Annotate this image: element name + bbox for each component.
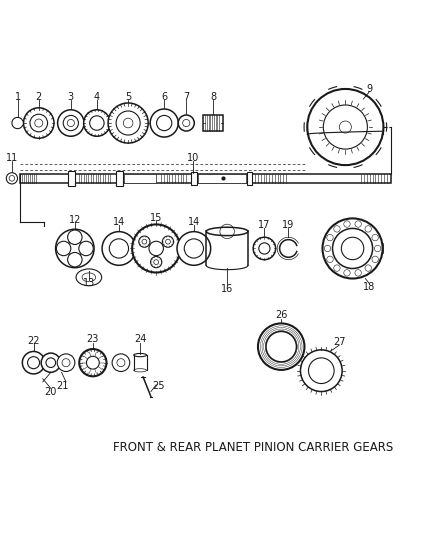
Circle shape: [6, 173, 18, 184]
Text: 21: 21: [57, 381, 69, 391]
Bar: [68, 171, 75, 185]
Circle shape: [372, 256, 378, 263]
Circle shape: [84, 110, 110, 136]
Circle shape: [374, 245, 381, 252]
Circle shape: [112, 354, 130, 372]
Text: 12: 12: [69, 215, 81, 224]
Text: 11: 11: [6, 154, 18, 163]
Circle shape: [307, 89, 383, 165]
Text: 3: 3: [68, 92, 74, 102]
Circle shape: [178, 115, 194, 131]
Text: 1: 1: [14, 92, 21, 102]
Text: 19: 19: [283, 220, 295, 230]
Text: 24: 24: [134, 334, 146, 344]
Circle shape: [365, 225, 371, 232]
Circle shape: [41, 353, 60, 373]
Text: 13: 13: [83, 278, 95, 287]
Circle shape: [344, 270, 350, 276]
Circle shape: [22, 351, 45, 374]
Circle shape: [327, 235, 333, 241]
Circle shape: [177, 232, 211, 265]
Circle shape: [24, 108, 54, 138]
Text: 14: 14: [188, 217, 200, 228]
Text: 22: 22: [27, 336, 40, 345]
Circle shape: [150, 109, 178, 137]
Text: 15: 15: [150, 213, 162, 223]
Text: 10: 10: [187, 154, 199, 163]
Circle shape: [139, 236, 150, 247]
Circle shape: [132, 224, 180, 272]
Text: 20: 20: [45, 386, 57, 397]
Bar: [191, 172, 197, 185]
Circle shape: [58, 110, 84, 136]
Text: 18: 18: [363, 281, 375, 292]
Circle shape: [67, 253, 82, 267]
Text: 6: 6: [161, 92, 167, 102]
Text: 17: 17: [258, 220, 271, 230]
Circle shape: [334, 225, 340, 232]
Circle shape: [108, 103, 148, 143]
Circle shape: [372, 235, 378, 241]
Text: 7: 7: [183, 92, 189, 102]
Circle shape: [355, 270, 361, 276]
Circle shape: [253, 237, 276, 260]
Text: 9: 9: [366, 84, 372, 94]
Text: 8: 8: [210, 92, 216, 102]
Text: 26: 26: [275, 310, 287, 320]
Bar: [198, 174, 246, 183]
Circle shape: [151, 256, 162, 268]
Circle shape: [344, 221, 350, 227]
Bar: [247, 172, 252, 185]
Circle shape: [300, 350, 342, 392]
Ellipse shape: [134, 353, 147, 357]
Circle shape: [67, 230, 82, 245]
Text: 5: 5: [125, 92, 131, 102]
Circle shape: [102, 232, 136, 265]
Circle shape: [327, 256, 333, 263]
Circle shape: [79, 349, 106, 376]
Text: 16: 16: [221, 284, 233, 294]
Circle shape: [258, 324, 304, 370]
Text: 23: 23: [87, 334, 99, 344]
Bar: [124, 174, 156, 183]
Text: 14: 14: [113, 217, 125, 228]
Bar: [203, 115, 223, 131]
Circle shape: [57, 354, 75, 372]
Circle shape: [324, 245, 331, 252]
Circle shape: [162, 236, 173, 247]
Text: 2: 2: [35, 92, 42, 102]
Circle shape: [322, 219, 383, 279]
Circle shape: [355, 221, 361, 227]
Circle shape: [56, 229, 94, 268]
Circle shape: [57, 241, 71, 256]
Bar: [116, 171, 123, 185]
Text: 4: 4: [94, 92, 100, 102]
Ellipse shape: [76, 269, 102, 286]
Text: 27: 27: [333, 337, 346, 347]
Bar: [20, 174, 392, 183]
Circle shape: [334, 265, 340, 271]
Circle shape: [79, 241, 93, 256]
Circle shape: [365, 265, 371, 271]
Text: 25: 25: [153, 381, 165, 391]
Ellipse shape: [206, 227, 248, 236]
Text: FRONT & REAR PLANET PINION CARRIER GEARS: FRONT & REAR PLANET PINION CARRIER GEARS: [113, 441, 393, 454]
